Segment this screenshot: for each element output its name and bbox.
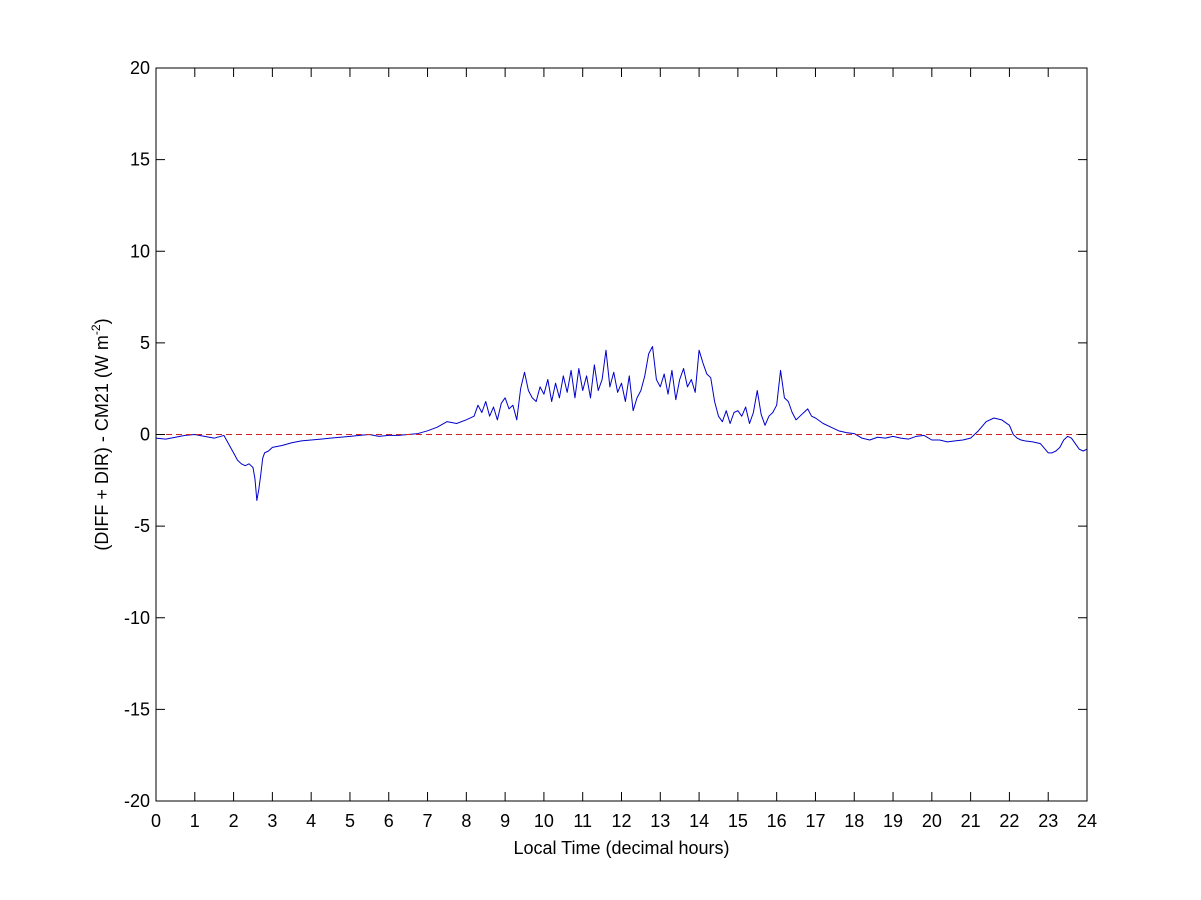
x-tick-label: 18: [844, 811, 864, 831]
y-tick-label: -10: [124, 608, 150, 628]
x-tick-label: 3: [267, 811, 277, 831]
x-tick-label: 17: [805, 811, 825, 831]
y-tick-label: 10: [130, 241, 150, 261]
x-tick-label: 0: [151, 811, 161, 831]
series-line-1: [155, 346, 1088, 501]
y-tick-label: -15: [124, 699, 150, 719]
x-tick-label: 21: [961, 811, 981, 831]
x-tick-label: 20: [922, 811, 942, 831]
x-tick-label: 12: [611, 811, 631, 831]
x-axis: 0 1 2 3 4 5 6 7 8 9 10 11 12 13 14 15 16 17 18 19 20 21 22 23 24: [151, 68, 1097, 831]
x-tick-label: 23: [1038, 811, 1058, 831]
y-tick-label: 5: [140, 333, 150, 353]
y-tick-label: 20: [130, 58, 150, 78]
y-tick-label: 0: [140, 425, 150, 445]
x-tick-label: 24: [1077, 811, 1097, 831]
x-tick-label: 13: [650, 811, 670, 831]
y-axis-label-exponent: -2: [89, 324, 103, 335]
x-tick-label: 9: [500, 811, 510, 831]
y-axis-label-main: (DIFF + DIR) - CM21 (W m: [92, 335, 112, 550]
x-tick-label: 5: [345, 811, 355, 831]
y-tick-label: 15: [130, 150, 150, 170]
y-tick-label: -20: [124, 791, 150, 811]
x-tick-label: 4: [306, 811, 316, 831]
x-tick-label: 8: [461, 811, 471, 831]
x-axis-label: Local Time (decimal hours): [513, 838, 729, 858]
x-tick-label: 6: [384, 811, 394, 831]
x-tick-label: 19: [883, 811, 903, 831]
y-tick-label: -5: [134, 516, 150, 536]
x-tick-label: 11: [573, 811, 592, 831]
x-tick-label: 22: [999, 811, 1019, 831]
x-tick-label: 7: [423, 811, 433, 831]
x-tick-label: 1: [190, 811, 200, 831]
series-layer: [155, 346, 1088, 501]
y-axis-label: (DIFF + DIR) - CM21 (W m-2): [89, 318, 112, 550]
x-tick-label: 2: [229, 811, 239, 831]
x-tick-label: 10: [534, 811, 554, 831]
y-axis-label-close: ): [92, 318, 112, 324]
x-tick-label: 15: [728, 811, 748, 831]
x-tick-label: 14: [689, 811, 709, 831]
y-axis: -20 -15 -10 -5 0 5 10 15 20: [124, 58, 1087, 811]
x-tick-label: 16: [767, 811, 787, 831]
